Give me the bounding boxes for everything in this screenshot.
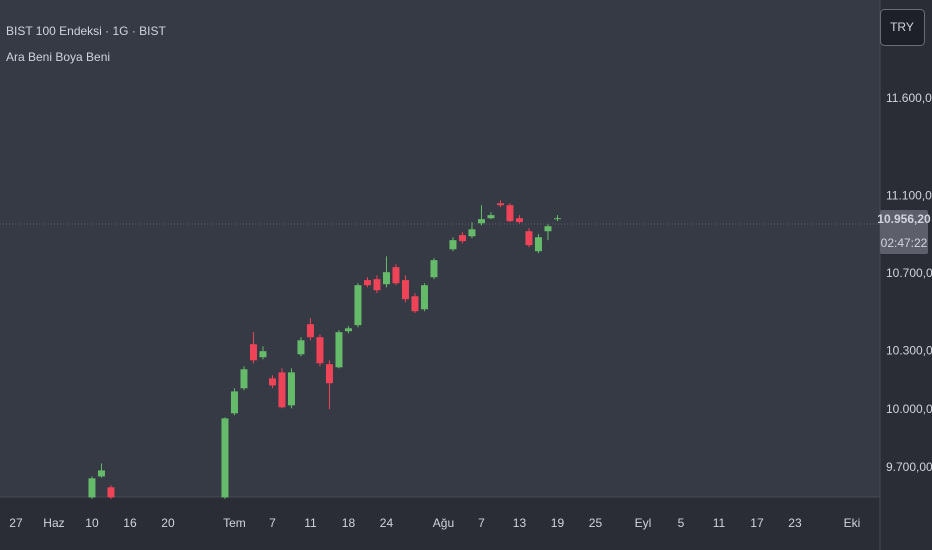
candle-body: [297, 340, 305, 355]
price-label: 10.956,20: [877, 212, 931, 226]
candle-body: [458, 235, 466, 242]
y-tick-label: 10.300,00: [886, 344, 932, 358]
x-tick-label: Tem: [223, 516, 246, 530]
candle-body: [287, 372, 295, 406]
x-tick-label: Haz: [43, 516, 64, 530]
candle-body: [477, 219, 485, 224]
x-tick-label: Ağu: [433, 516, 454, 530]
candle-body: [259, 351, 267, 358]
candle-body: [430, 260, 438, 278]
x-tick-label: 17: [750, 516, 764, 530]
x-tick-label: 25: [589, 516, 603, 530]
y-tick-label: 11.100,00: [886, 188, 932, 202]
candle-body: [221, 418, 229, 498]
plot-area: [0, 0, 880, 497]
candle-body: [249, 344, 257, 361]
candle-body: [373, 279, 381, 291]
candle-body: [335, 332, 343, 368]
candle-body: [363, 280, 371, 286]
candle-body: [420, 285, 428, 310]
x-tick-label: 23: [788, 516, 802, 530]
candle-body: [88, 478, 96, 498]
candle-body: [496, 203, 504, 206]
candle-body: [534, 237, 542, 252]
x-tick-label: 10: [85, 516, 99, 530]
x-tick-label: 7: [478, 516, 485, 530]
y-tick-label: 11.600,00: [886, 91, 932, 105]
y-tick-label: 10.000,00: [886, 402, 932, 416]
currency-button[interactable]: [880, 9, 925, 46]
chart-title: BIST 100 Endeksi · 1G · BIST: [6, 24, 167, 38]
candle-body: [553, 218, 561, 220]
candle-body: [268, 378, 276, 386]
x-tick-label: 27: [9, 516, 23, 530]
x-tick-label: Eyl: [635, 516, 652, 530]
candle-body: [316, 337, 324, 364]
currency-label[interactable]: TRY: [890, 20, 914, 34]
y-tick-label: 9.700,00: [886, 460, 932, 474]
price-badge: [880, 209, 928, 254]
x-tick-label: 18: [342, 516, 356, 530]
candle-body: [449, 240, 457, 250]
candle-body: [401, 280, 409, 300]
candle-body: [344, 328, 352, 332]
x-tick-label: 11: [713, 516, 726, 530]
candle-body: [392, 267, 400, 284]
candle-body: [107, 487, 115, 498]
candle-body: [354, 285, 362, 326]
candle-body: [515, 218, 523, 223]
candle-body: [278, 372, 286, 408]
indicator-name: Ara Beni Boya Beni: [6, 50, 110, 64]
x-tick-label: 13: [513, 516, 527, 530]
countdown: 02:47:22: [881, 236, 928, 250]
x-tick-label: 11: [304, 516, 317, 530]
candle-body: [411, 296, 419, 312]
candle-body: [487, 215, 495, 219]
candle-body: [240, 369, 248, 389]
candle-body: [544, 226, 552, 232]
x-tick-label: Eki: [844, 516, 861, 530]
candle-body: [325, 364, 333, 384]
candle-body: [382, 272, 390, 285]
candle-body: [506, 205, 514, 222]
x-tick-label: 5: [678, 516, 685, 530]
y-tick-label: 10.700,00: [886, 266, 932, 280]
candle-body: [468, 229, 476, 237]
candle-body: [306, 324, 314, 338]
x-tick-label: 19: [551, 516, 565, 530]
candle-body: [230, 391, 238, 414]
x-tick-label: 20: [161, 516, 175, 530]
x-tick-label: 16: [123, 516, 137, 530]
x-tick-label: 24: [380, 516, 394, 530]
x-tick-label: 7: [269, 516, 276, 530]
candle-body: [97, 470, 105, 477]
candle-body: [525, 231, 533, 246]
